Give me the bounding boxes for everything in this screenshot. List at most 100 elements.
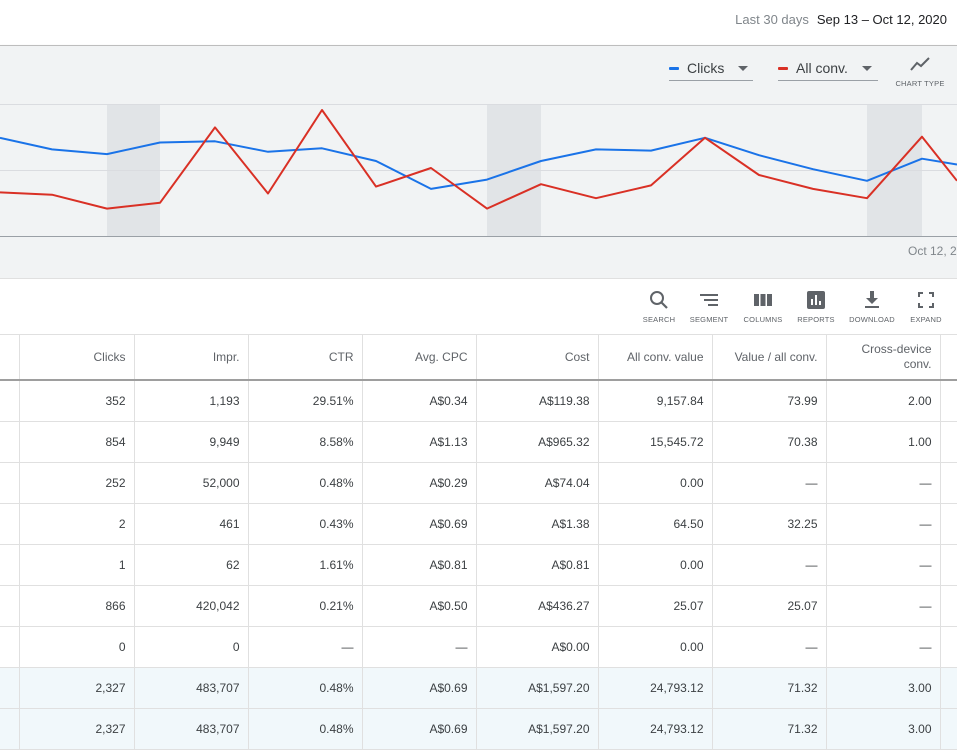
performance-chart-panel: Clicks All conv. CHART TYPE Oct 12, 2020 xyxy=(0,46,957,278)
cell-clicks: 252 xyxy=(19,462,135,504)
cell-ctr: 29.51% xyxy=(248,380,363,422)
row-spacer xyxy=(0,585,20,627)
table-row: 2 461 0.43% A$0.69 A$1.38 64.50 32.25— xyxy=(0,503,957,545)
table-row: 0 0— — A$0.00 0.00— — xyxy=(0,626,957,668)
table-header-row: Clicks Impr. CTR Avg. CPC Cost All conv.… xyxy=(0,335,957,381)
total-row: 2,327 483,707 0.48% A$0.69 A$1,597.20 24,793.… xyxy=(0,708,957,750)
cell-value-per-conv: — xyxy=(712,626,827,668)
row-spacer xyxy=(940,462,957,504)
cell-impr: 420,042 xyxy=(134,585,249,627)
cell-avg-cpc: A$0.50 xyxy=(362,585,477,627)
cell-clicks: 866 xyxy=(19,585,135,627)
cell-clicks: 2,327 xyxy=(19,667,135,709)
cell-value-per-conv: 32.25 xyxy=(712,503,827,545)
row-spacer xyxy=(0,380,20,422)
column-header-all-conv-value[interactable]: All conv. value xyxy=(598,335,713,381)
cell-cost: A$965.32 xyxy=(476,421,599,463)
table-row: 866 420,042 0.21% A$0.50 A$436.27 25.07 25.07— xyxy=(0,585,957,627)
row-spacer xyxy=(940,708,957,750)
table-row: 252 52,000 0.48% A$0.29 A$74.04 0.00— — xyxy=(0,462,957,504)
row-spacer xyxy=(940,585,957,627)
cell-value-per-conv: — xyxy=(712,544,827,586)
column-header-impr[interactable]: Impr. xyxy=(134,335,249,381)
row-spacer xyxy=(0,667,20,709)
row-spacer xyxy=(940,503,957,545)
cell-cross-device-conv: 3.00 xyxy=(826,667,941,709)
data-table: Clicks Impr. CTR Avg. CPC Cost All conv.… xyxy=(0,335,957,750)
segment-icon xyxy=(700,294,718,306)
columns-label: COLUMNS xyxy=(743,315,783,324)
reports-label: REPORTS xyxy=(797,315,835,324)
metric-select-clicks[interactable]: Clicks xyxy=(669,56,753,81)
cell-cross-device-conv: — xyxy=(826,462,941,504)
download-icon xyxy=(865,291,879,308)
columns-button[interactable]: COLUMNS xyxy=(735,289,791,324)
row-spacer xyxy=(0,462,20,504)
series-line-clicks xyxy=(0,136,957,190)
date-range-value[interactable]: Sep 13 – Oct 12, 2020 xyxy=(816,12,947,27)
cell-ctr: 0.48% xyxy=(248,667,363,709)
cell-value-per-conv: 25.07 xyxy=(712,585,827,627)
expand-label: EXPAND xyxy=(910,315,942,324)
header-spacer xyxy=(0,335,20,381)
line-chart xyxy=(0,104,957,237)
expand-icon xyxy=(918,292,934,308)
cell-clicks: 352 xyxy=(19,380,135,422)
cell-avg-cpc: A$0.29 xyxy=(362,462,477,504)
cell-value-per-conv: 70.38 xyxy=(712,421,827,463)
segment-label: SEGMENT xyxy=(689,315,729,324)
cell-all-conv-value: 9,157.84 xyxy=(598,380,713,422)
row-spacer xyxy=(0,544,20,586)
cell-cross-device-conv: 3.00 xyxy=(826,708,941,750)
row-spacer xyxy=(940,544,957,586)
date-range-label: Last 30 days xyxy=(735,12,809,27)
metric-select-clicks-label: Clicks xyxy=(687,60,725,76)
download-button[interactable]: DOWNLOAD xyxy=(844,289,900,324)
row-spacer xyxy=(940,380,957,422)
segment-button[interactable]: SEGMENT xyxy=(681,289,737,324)
header-divider xyxy=(0,45,957,46)
download-label: DOWNLOAD xyxy=(849,315,895,324)
row-spacer xyxy=(940,626,957,668)
cell-cost: A$436.27 xyxy=(476,585,599,627)
cell-impr: 1,193 xyxy=(134,380,249,422)
cell-impr: 62 xyxy=(134,544,249,586)
column-header-clicks[interactable]: Clicks xyxy=(19,335,135,381)
chart-line-icon xyxy=(910,57,930,71)
series-line-all-conv xyxy=(0,109,957,210)
cell-cross-device-conv: — xyxy=(826,626,941,668)
cell-cost: A$1,597.20 xyxy=(476,708,599,750)
cell-avg-cpc: A$0.34 xyxy=(362,380,477,422)
table-row: 1 62 1.61% A$0.81 A$0.81 0.00— — xyxy=(0,544,957,586)
cell-impr: 483,707 xyxy=(134,667,249,709)
row-spacer xyxy=(0,626,20,668)
cell-cross-device-conv: 1.00 xyxy=(826,421,941,463)
column-header-avg-cpc[interactable]: Avg. CPC xyxy=(362,335,477,381)
cell-avg-cpc: A$0.69 xyxy=(362,708,477,750)
chevron-down-icon xyxy=(738,65,749,71)
cell-all-conv-value: 15,545.72 xyxy=(598,421,713,463)
column-header-ctr[interactable]: CTR xyxy=(248,335,363,381)
cell-all-conv-value: 0.00 xyxy=(598,626,713,668)
chart-type-button[interactable]: CHART TYPE xyxy=(895,56,945,88)
expand-button[interactable]: EXPAND xyxy=(898,289,954,324)
date-range-picker[interactable]: Last 30 days Sep 13 – Oct 12, 2020 xyxy=(735,12,947,27)
cell-clicks: 0 xyxy=(19,626,135,668)
row-spacer xyxy=(940,421,957,463)
reports-button[interactable]: REPORTS xyxy=(788,289,844,324)
search-label: SEARCH xyxy=(642,315,676,324)
clicks-swatch xyxy=(669,66,679,70)
metric-select-all-conv[interactable]: All conv. xyxy=(778,56,878,81)
cell-all-conv-value: 24,793.12 xyxy=(598,708,713,750)
column-header-cost[interactable]: Cost xyxy=(476,335,599,381)
column-header-cross-device-conv[interactable]: Cross-device conv. xyxy=(826,335,941,381)
cell-clicks: 854 xyxy=(19,421,135,463)
cell-all-conv-value: 64.50 xyxy=(598,503,713,545)
table-toolbar: SEARCH SEGMENT COLUMNS REPORTS DOWNLOAD … xyxy=(0,278,957,335)
cell-cost: A$119.38 xyxy=(476,380,599,422)
cell-cost: A$0.00 xyxy=(476,626,599,668)
cell-ctr: 0.21% xyxy=(248,585,363,627)
column-header-value-per-conv[interactable]: Value / all conv. xyxy=(712,335,827,381)
search-button[interactable]: SEARCH xyxy=(631,289,687,324)
cell-all-conv-value: 25.07 xyxy=(598,585,713,627)
